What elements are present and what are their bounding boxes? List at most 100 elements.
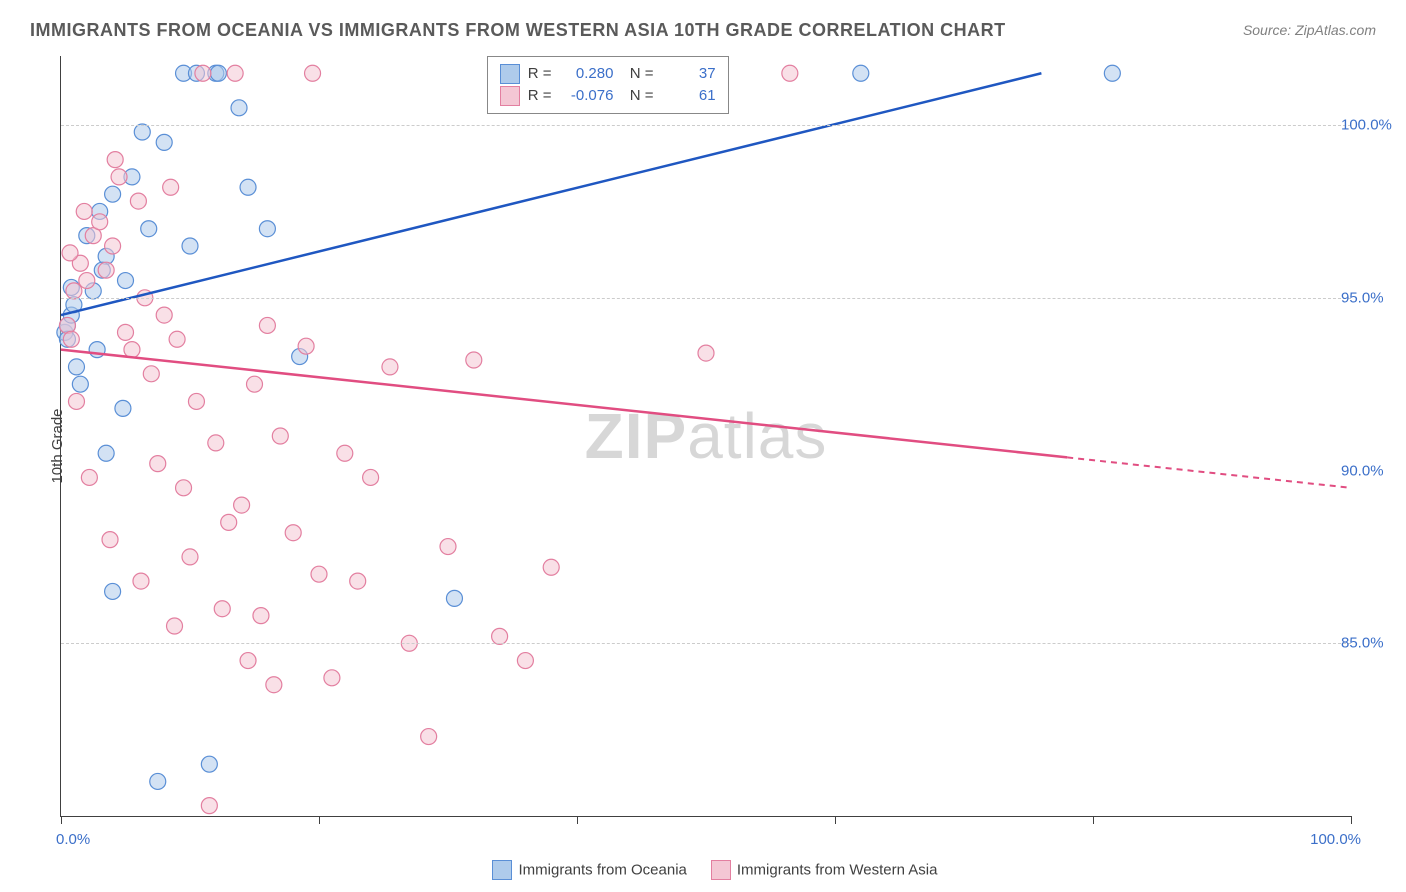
data-point — [195, 65, 211, 81]
data-point — [124, 342, 140, 358]
data-point — [446, 590, 462, 606]
data-point — [210, 65, 226, 81]
x-tick — [835, 816, 836, 824]
data-point — [188, 393, 204, 409]
data-point — [143, 366, 159, 382]
data-point — [208, 435, 224, 451]
data-point — [350, 573, 366, 589]
data-point — [66, 283, 82, 299]
data-point — [201, 798, 217, 814]
data-point — [305, 65, 321, 81]
y-tick-label: 85.0% — [1341, 635, 1401, 652]
plot-area: ZIPatlas R =0.280 N =37R =-0.076 N =61 0… — [60, 56, 1351, 817]
data-point — [440, 539, 456, 555]
data-point — [167, 618, 183, 634]
legend-swatch — [711, 860, 731, 880]
data-point — [156, 134, 172, 150]
legend-label: Immigrants from Oceania — [518, 862, 686, 879]
data-point — [272, 428, 288, 444]
data-point — [182, 549, 198, 565]
legend-swatch — [500, 86, 520, 106]
data-point — [115, 400, 131, 416]
data-point — [201, 756, 217, 772]
legend-row: R = -0.076 N = 61 — [500, 85, 716, 107]
bottom-legend: Immigrants from Oceania Immigrants from W… — [0, 860, 1406, 880]
data-point — [492, 628, 508, 644]
x-tick — [1351, 816, 1352, 824]
data-point — [259, 221, 275, 237]
y-tick-label: 95.0% — [1341, 289, 1401, 306]
data-point — [466, 352, 482, 368]
legend-r-value: 0.280 — [559, 63, 613, 85]
data-point — [298, 338, 314, 354]
chart-svg — [61, 56, 1351, 816]
data-point — [240, 179, 256, 195]
gridline — [61, 298, 1351, 299]
data-point — [311, 566, 327, 582]
data-point — [79, 273, 95, 289]
data-point — [134, 124, 150, 140]
legend-r-label: R = — [528, 63, 552, 85]
data-point — [337, 445, 353, 461]
legend-row: R =0.280 N =37 — [500, 63, 716, 85]
data-point — [382, 359, 398, 375]
data-point — [72, 376, 88, 392]
y-tick-label: 100.0% — [1341, 117, 1401, 134]
x-tick-min: 0.0% — [56, 831, 90, 848]
gridline — [61, 125, 1351, 126]
data-point — [421, 729, 437, 745]
legend-swatch — [492, 860, 512, 880]
data-point — [150, 773, 166, 789]
data-point — [105, 583, 121, 599]
legend-n-label: N = — [621, 63, 653, 85]
data-point — [156, 307, 172, 323]
data-point — [68, 393, 84, 409]
legend-r-value: -0.076 — [559, 85, 613, 107]
legend-label: Immigrants from Western Asia — [737, 862, 938, 879]
data-point — [63, 331, 79, 347]
data-point — [118, 273, 134, 289]
data-point — [176, 480, 192, 496]
data-point — [782, 65, 798, 81]
data-point — [81, 469, 97, 485]
legend-r-label: R = — [528, 85, 552, 107]
data-point — [111, 169, 127, 185]
data-point — [214, 601, 230, 617]
x-tick-max: 100.0% — [1310, 831, 1361, 848]
legend-n-label: N = — [621, 85, 653, 107]
data-point — [853, 65, 869, 81]
x-tick — [1093, 816, 1094, 824]
data-point — [247, 376, 263, 392]
data-point — [266, 677, 282, 693]
chart-title: IMMIGRANTS FROM OCEANIA VS IMMIGRANTS FR… — [30, 20, 1006, 41]
legend-n-value: 61 — [662, 85, 716, 107]
data-point — [163, 179, 179, 195]
data-point — [92, 214, 108, 230]
data-point — [698, 345, 714, 361]
data-point — [62, 245, 78, 261]
data-point — [68, 359, 84, 375]
gridline — [61, 643, 1351, 644]
data-point — [182, 238, 198, 254]
legend-swatch — [500, 64, 520, 84]
data-point — [98, 445, 114, 461]
data-point — [253, 608, 269, 624]
data-point — [517, 653, 533, 669]
data-point — [98, 262, 114, 278]
correlation-legend: R =0.280 N =37R =-0.076 N =61 — [487, 56, 729, 114]
data-point — [105, 186, 121, 202]
data-point — [141, 221, 157, 237]
data-point — [130, 193, 146, 209]
y-tick-label: 90.0% — [1341, 462, 1401, 479]
data-point — [231, 100, 247, 116]
data-point — [102, 532, 118, 548]
data-point — [1104, 65, 1120, 81]
data-point — [133, 573, 149, 589]
data-point — [76, 203, 92, 219]
data-point — [107, 152, 123, 168]
data-point — [240, 653, 256, 669]
data-point — [324, 670, 340, 686]
trend-line-extrapolated — [1067, 457, 1351, 487]
data-point — [543, 559, 559, 575]
data-point — [285, 525, 301, 541]
